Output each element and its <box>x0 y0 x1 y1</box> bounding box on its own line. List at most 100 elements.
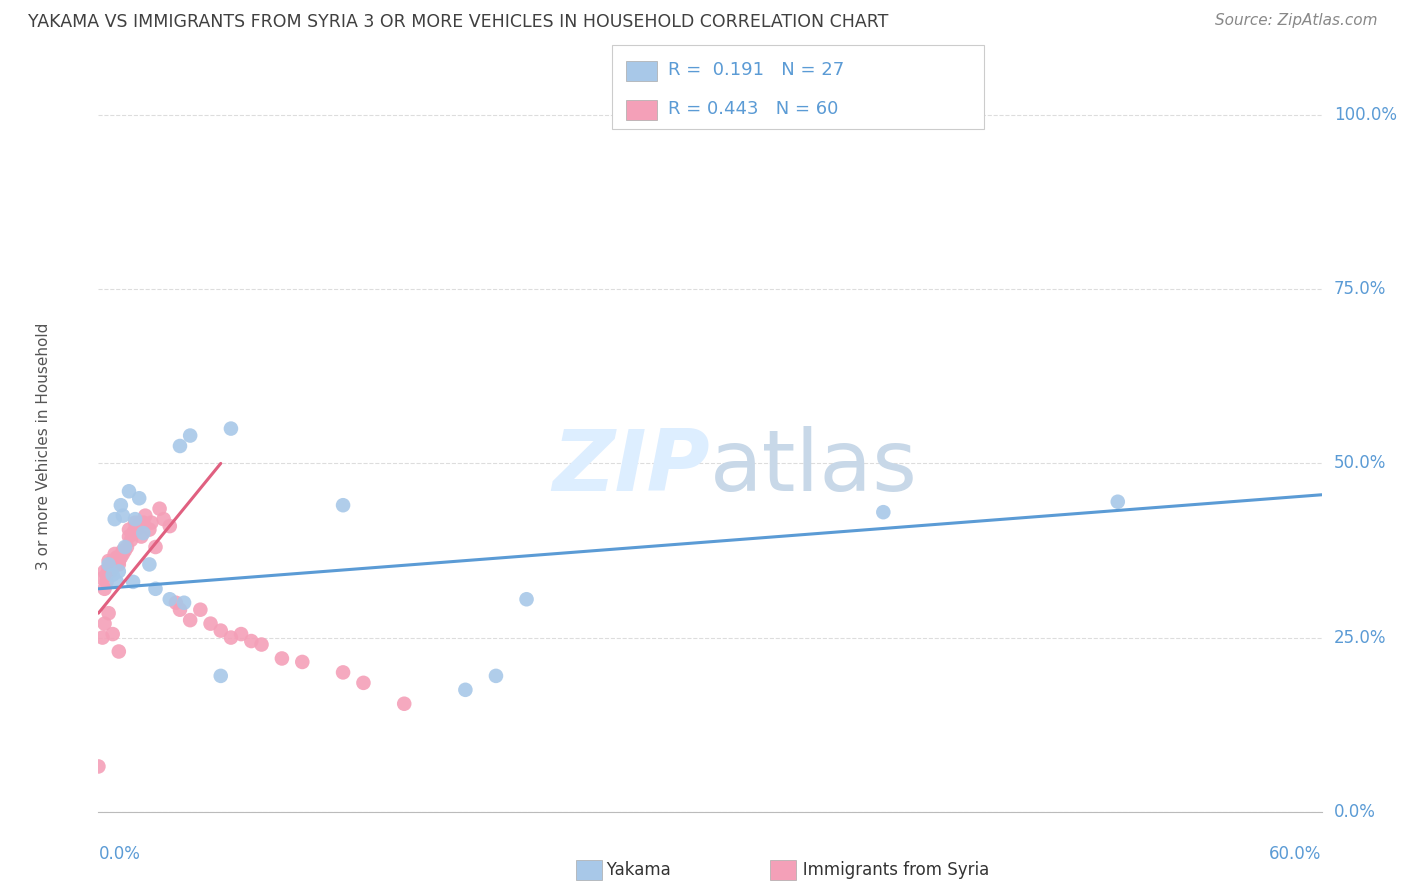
Point <box>219 631 242 645</box>
Point <box>128 491 150 506</box>
Text: atlas: atlas <box>710 426 918 509</box>
Point <box>179 613 201 627</box>
Point <box>97 558 120 572</box>
Point <box>101 627 124 641</box>
Point <box>173 596 195 610</box>
Text: Immigrants from Syria: Immigrants from Syria <box>787 861 990 879</box>
Text: 75.0%: 75.0% <box>1334 280 1386 298</box>
Point <box>91 631 114 645</box>
Point <box>101 554 124 568</box>
Point <box>152 512 174 526</box>
Point <box>115 540 138 554</box>
Point <box>291 655 314 669</box>
Point <box>93 616 115 631</box>
Point <box>100 565 122 579</box>
Text: 60.0%: 60.0% <box>1270 845 1322 863</box>
Point <box>145 582 167 596</box>
Point <box>200 616 222 631</box>
Point <box>104 547 127 561</box>
Point <box>145 540 167 554</box>
Point <box>159 592 181 607</box>
Point <box>122 526 145 541</box>
Bar <box>576 860 602 880</box>
Point <box>352 676 374 690</box>
Point <box>124 516 146 530</box>
Point <box>87 759 110 773</box>
Point <box>141 516 163 530</box>
Point <box>108 558 131 572</box>
Point <box>250 638 273 652</box>
Point <box>91 571 114 585</box>
Point <box>124 523 146 537</box>
Point <box>97 561 120 575</box>
Point <box>111 508 134 523</box>
Point <box>93 582 115 596</box>
Point <box>165 596 187 610</box>
Point <box>120 533 142 547</box>
Point <box>118 530 141 544</box>
Point <box>127 523 149 537</box>
Point <box>134 508 156 523</box>
Point <box>209 624 232 638</box>
Point <box>108 565 131 579</box>
Text: 100.0%: 100.0% <box>1334 106 1398 124</box>
Point <box>128 516 150 530</box>
Text: 50.0%: 50.0% <box>1334 454 1386 473</box>
Point <box>124 512 146 526</box>
Point <box>132 526 155 541</box>
Point <box>108 554 131 568</box>
Point <box>105 574 128 589</box>
Point <box>231 627 253 641</box>
Point <box>392 697 416 711</box>
Point <box>159 519 181 533</box>
Text: YAKAMA VS IMMIGRANTS FROM SYRIA 3 OR MORE VEHICLES IN HOUSEHOLD CORRELATION CHAR: YAKAMA VS IMMIGRANTS FROM SYRIA 3 OR MOR… <box>28 13 889 31</box>
Point <box>332 665 354 680</box>
Point <box>105 558 128 572</box>
Point <box>132 516 155 530</box>
Point <box>108 644 131 658</box>
Point <box>114 540 136 554</box>
Point <box>149 501 172 516</box>
Point <box>270 651 294 665</box>
Point <box>114 543 136 558</box>
Text: R =  0.191   N = 27: R = 0.191 N = 27 <box>668 61 844 78</box>
Point <box>138 558 160 572</box>
Point <box>219 421 242 435</box>
Text: 25.0%: 25.0% <box>1334 629 1386 647</box>
Point <box>129 530 152 544</box>
Point <box>104 558 127 572</box>
Bar <box>770 860 796 880</box>
Point <box>118 484 141 499</box>
Point <box>454 682 477 697</box>
Point <box>138 523 160 537</box>
Text: Yakama: Yakama <box>591 861 671 879</box>
Point <box>179 428 201 442</box>
Point <box>209 669 232 683</box>
Point <box>100 558 122 572</box>
Point <box>96 567 118 582</box>
Point <box>111 543 134 558</box>
Text: Source: ZipAtlas.com: Source: ZipAtlas.com <box>1215 13 1378 29</box>
Point <box>118 523 141 537</box>
Point <box>96 574 118 589</box>
Point <box>105 550 128 565</box>
Point <box>485 669 508 683</box>
Text: ZIP: ZIP <box>553 426 710 509</box>
Point <box>104 512 127 526</box>
Point <box>516 592 538 607</box>
Point <box>110 550 132 565</box>
Text: R = 0.443   N = 60: R = 0.443 N = 60 <box>668 100 838 118</box>
Text: 0.0%: 0.0% <box>98 845 141 863</box>
Point <box>332 498 354 512</box>
Point <box>97 606 120 620</box>
Point <box>188 603 212 617</box>
Point <box>111 547 134 561</box>
Point <box>101 561 124 575</box>
Point <box>97 554 120 568</box>
Point <box>110 498 132 512</box>
Text: 3 or more Vehicles in Household: 3 or more Vehicles in Household <box>37 322 51 570</box>
Point <box>1107 494 1129 508</box>
Text: 0.0%: 0.0% <box>1334 803 1375 821</box>
Point <box>122 574 145 589</box>
Point <box>169 603 191 617</box>
